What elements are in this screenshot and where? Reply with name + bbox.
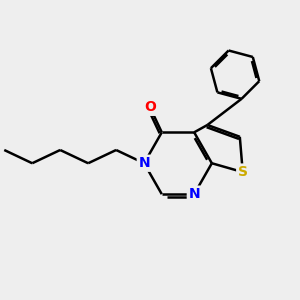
Text: N: N (138, 156, 150, 170)
Text: O: O (144, 100, 156, 114)
Text: N: N (188, 187, 200, 201)
Text: S: S (238, 165, 248, 179)
